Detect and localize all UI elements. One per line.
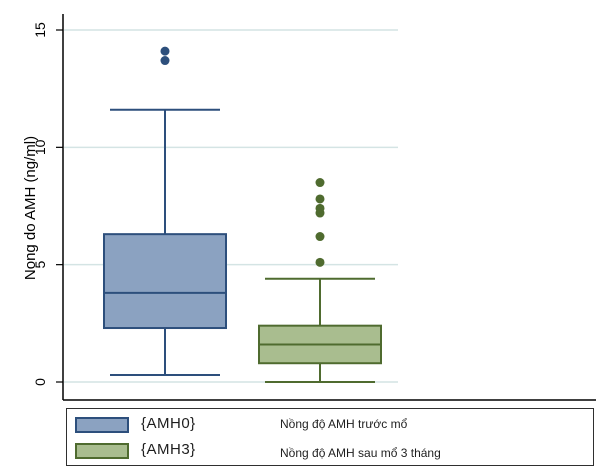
outlier-1-4 [315,194,325,204]
y-tick-label-10: 10 [32,139,48,155]
box-iqr-0 [103,233,227,330]
outlier-1-3 [315,203,325,213]
y-tick-label-5: 5 [32,261,48,269]
outlier-1-0 [315,257,325,267]
outlier-0-1 [160,46,170,56]
outlier-0-0 [160,56,170,66]
box-0 [103,46,227,376]
legend-swatch-amh0 [75,417,129,433]
outlier-1-5 [315,178,325,188]
outlier-1-1 [315,232,325,242]
legend-key-amh0: {AMH0} [141,415,196,432]
legend-label-amh3: Nồng độ AMH sau mổ 3 tháng [280,446,441,460]
y-axis-label: Nong do AMH (ng/ml) [22,136,39,280]
legend-label-amh0: Nồng độ AMH trước mổ [280,417,408,431]
y-axis-ticks: 0 5 10 15 [32,22,63,386]
y-tick-label-0: 0 [32,378,48,386]
legend-item-amh0: {AMH0} Nồng độ AMH trước mổ [75,414,585,438]
legend-key-amh3: {AMH3} [141,441,196,458]
y-tick-label-15: 15 [32,22,48,38]
boxes [103,46,382,383]
legend-swatch-amh3 [75,443,129,459]
box-1 [258,178,382,383]
legend-item-amh3: {AMH3} Nồng độ AMH sau mổ 3 tháng [75,440,585,464]
legend: {AMH0} Nồng độ AMH trước mổ {AMH3} Nồng … [66,408,594,466]
